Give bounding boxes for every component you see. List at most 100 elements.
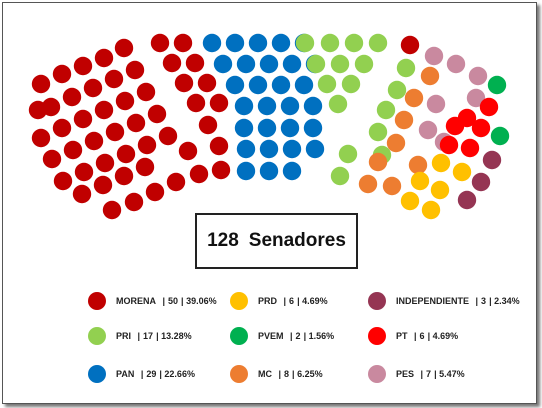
seat-morena xyxy=(94,100,114,120)
legend-party-name: PAN xyxy=(116,369,135,379)
seat-morena xyxy=(173,33,193,53)
seat-pan xyxy=(213,54,233,74)
seat-morena xyxy=(174,73,194,93)
seat-pri xyxy=(354,54,374,74)
legend-party-name: PRI xyxy=(116,331,132,341)
seat-pes xyxy=(468,66,488,86)
seat-morena xyxy=(136,82,156,102)
seat-prd xyxy=(431,153,451,173)
legend-seats: 8 xyxy=(284,369,290,379)
legend-seats: 7 xyxy=(426,369,432,379)
seat-pri xyxy=(387,80,407,100)
seat-morena xyxy=(189,164,209,184)
seat-morena xyxy=(83,78,103,98)
seat-pvem xyxy=(490,126,510,146)
seat-morena xyxy=(178,141,198,161)
seat-pri xyxy=(295,33,315,53)
seat-morena xyxy=(209,93,229,113)
seat-prd xyxy=(400,191,420,211)
seat-pan xyxy=(259,139,279,159)
seat-pri xyxy=(317,74,337,94)
legend-seats: 6 xyxy=(419,331,425,341)
total-label: Senadores xyxy=(248,230,346,251)
seat-mc xyxy=(386,133,406,153)
seat-pes xyxy=(418,120,438,140)
seat-morena xyxy=(114,38,134,58)
legend-item-pvem: PVEM | 2 | 1.56% xyxy=(230,326,334,346)
seat-morena xyxy=(126,113,146,133)
seat-pri xyxy=(396,58,416,78)
seat-mc xyxy=(394,110,414,130)
seat-pan xyxy=(271,75,291,95)
legend-party-name: PVEM xyxy=(258,331,284,341)
seat-mc xyxy=(358,174,378,194)
seat-morena xyxy=(102,200,122,220)
seat-pan xyxy=(303,118,323,138)
legend-item-mc: MC | 8 | 6.25% xyxy=(230,364,323,384)
seat-mc xyxy=(408,155,428,175)
seat-pan xyxy=(234,118,254,138)
seat-morena xyxy=(198,115,218,135)
seat-morena xyxy=(73,56,93,76)
seat-morena xyxy=(197,73,217,93)
legend-swatch xyxy=(230,327,248,345)
seat-morena xyxy=(84,131,104,151)
seat-pan xyxy=(280,96,300,116)
seat-morena xyxy=(209,136,229,156)
seat-morena xyxy=(52,64,72,84)
legend-swatch xyxy=(230,365,248,383)
legend-item-pri: PRI | 17 | 13.28% xyxy=(88,326,192,346)
seat-pan xyxy=(236,54,256,74)
legend-percent: 39.06% xyxy=(186,296,217,306)
seat-pri xyxy=(330,54,350,74)
seat-pan xyxy=(282,161,302,181)
seat-independiente xyxy=(457,190,477,210)
seat-morena xyxy=(158,126,178,146)
seat-morena xyxy=(124,192,144,212)
seat-pt xyxy=(479,97,499,117)
legend-party-name: MC xyxy=(258,369,272,379)
seat-pan xyxy=(234,96,254,116)
seat-pri xyxy=(338,144,358,164)
seat-morena xyxy=(115,91,135,111)
seat-pes xyxy=(446,54,466,74)
legend-swatch xyxy=(368,292,386,310)
legend-item-independiente: INDEPENDIENTE | 3 | 2.34% xyxy=(368,291,520,311)
legend-seats: 29 xyxy=(146,369,157,379)
legend-percent: 2.34% xyxy=(494,296,520,306)
seat-morena xyxy=(53,171,73,191)
legend-percent: 4.69% xyxy=(432,331,459,341)
seat-pan xyxy=(248,33,268,53)
total-senators-box: 128 Senadores xyxy=(195,213,358,269)
seat-morena xyxy=(211,160,231,180)
legend-percent: 13.28% xyxy=(161,331,192,341)
seat-pri xyxy=(306,54,326,74)
legend-seats: 50 xyxy=(168,296,179,306)
seat-morena xyxy=(185,53,205,73)
legend-percent: 4.69% xyxy=(302,296,328,306)
seat-pan xyxy=(259,161,279,181)
seat-morena xyxy=(74,162,94,182)
seat-prd xyxy=(430,180,450,200)
legend-swatch xyxy=(230,292,248,310)
seat-pan xyxy=(257,96,277,116)
seat-pt xyxy=(471,118,491,138)
seat-morena xyxy=(104,69,124,89)
seat-pan xyxy=(282,54,302,74)
seat-morena xyxy=(62,87,82,107)
seat-morena xyxy=(42,149,62,169)
seat-prd xyxy=(410,171,430,191)
legend-party-name: PT xyxy=(396,331,408,341)
seat-pri xyxy=(320,33,340,53)
legend-percent: 5.47% xyxy=(439,369,465,379)
seat-pan xyxy=(303,96,323,116)
seat-pan xyxy=(236,139,256,159)
legend-percent: 22.66% xyxy=(164,369,195,379)
seat-mc xyxy=(368,152,388,172)
seat-pt xyxy=(439,135,459,155)
seat-prd xyxy=(421,200,441,220)
seat-morena xyxy=(186,93,206,113)
legend-party-name: PES xyxy=(396,369,415,379)
seat-morena xyxy=(73,109,93,129)
seat-mc xyxy=(404,88,424,108)
